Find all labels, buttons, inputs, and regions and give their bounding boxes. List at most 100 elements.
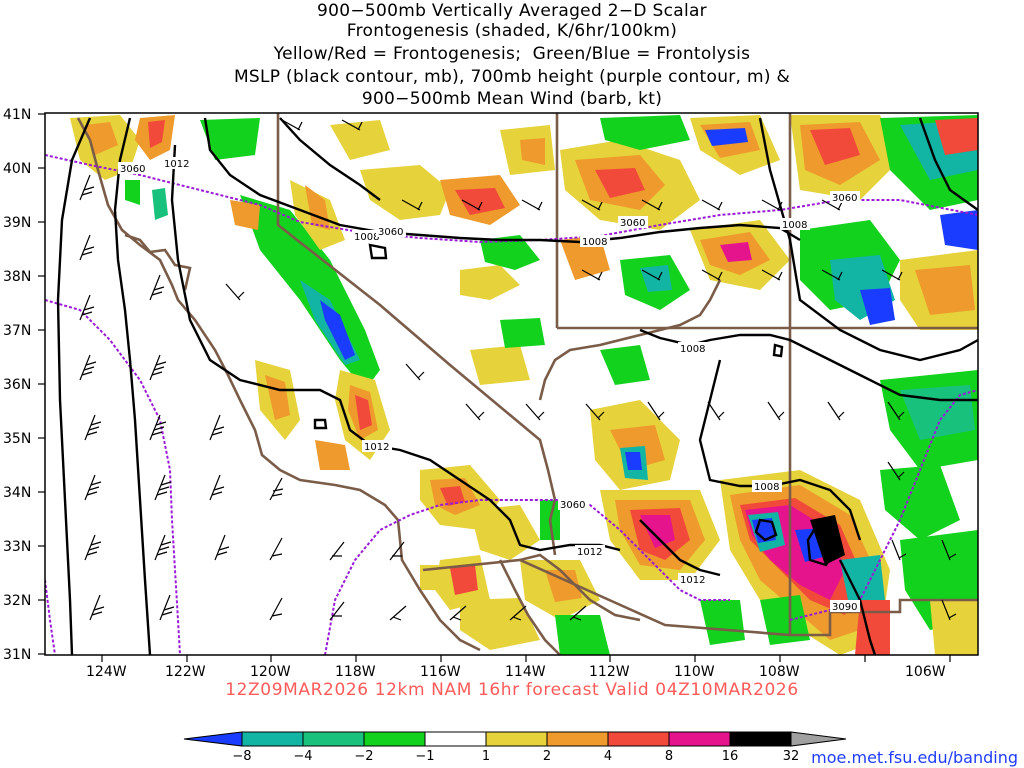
shade-patch [555, 615, 610, 655]
shade-patch [200, 118, 260, 160]
wind-barb [827, 401, 845, 421]
mslp-contour [313, 418, 328, 430]
wind-barb [585, 403, 605, 421]
wind-barb [225, 283, 245, 301]
shade-patch [265, 375, 290, 420]
lon-label: 116W [420, 664, 461, 680]
lat-label: 32N [3, 593, 31, 609]
map-content [45, 113, 978, 655]
mslp-contour [838, 559, 877, 655]
shade-patch [930, 600, 978, 655]
source-url[interactable]: moe.met.fsu.edu/banding [811, 748, 1018, 767]
lon-label: 112W [589, 664, 630, 680]
wind-barb [329, 601, 345, 621]
shade-patch [85, 122, 118, 155]
wind-barb [509, 605, 527, 621]
shade-patch [545, 570, 582, 602]
wind-barb [389, 605, 407, 621]
wind-barb [581, 199, 603, 211]
lon-label: 120W [250, 664, 291, 680]
mslp-contour [279, 117, 381, 201]
wind-barb [214, 534, 230, 561]
wind-barb [449, 605, 467, 621]
lon-label: 118W [335, 664, 376, 680]
mslp-contour [754, 518, 778, 542]
colorbar-left-arrow [183, 731, 243, 747]
wind-barb [707, 401, 725, 421]
mslp-contour [203, 117, 801, 244]
colorbar-swatch [546, 731, 609, 747]
colorbar-swatch [485, 731, 548, 747]
lon-label: 124W [86, 664, 127, 680]
lat-label: 31N [3, 647, 31, 663]
mslp-contour [758, 117, 978, 362]
wind-barb [701, 269, 723, 281]
height-contour [45, 154, 978, 244]
shade-patch [705, 128, 748, 146]
height-label: 3060 [832, 193, 857, 204]
mslp-label: 1008 [782, 220, 807, 231]
colorbar-swatch [607, 731, 670, 747]
mslp-label: 1012 [577, 547, 602, 558]
mslp-contour [639, 519, 721, 577]
wind-barb [269, 597, 283, 621]
lat-label: 41N [3, 107, 31, 123]
wind-barb [941, 599, 957, 621]
shade-patch [940, 210, 978, 250]
height-label: 3060 [560, 500, 585, 511]
wind-barb [341, 119, 363, 131]
title-line-1: 900−500mb Vertically Averaged 2−D Scalar [317, 1, 707, 21]
wind-barb [821, 269, 843, 281]
wind-barb [84, 474, 102, 501]
wind-barb [891, 539, 907, 561]
shade-patch [455, 188, 505, 215]
colorbar-label: −1 [415, 749, 434, 764]
shade-patch [810, 128, 860, 165]
shade-patch [935, 118, 978, 155]
colorbar-swatch [668, 731, 731, 747]
mslp-label: 1008 [582, 237, 607, 248]
shade-patch [125, 180, 140, 205]
lat-label: 39N [3, 215, 31, 231]
wind-barb [159, 594, 175, 621]
longitude-axis: 124W 122W 120W 118W 116W 114W 112W 110W … [86, 655, 951, 680]
mslp-contour [368, 243, 388, 260]
wind-barb [401, 199, 423, 211]
title-line-5: 900−500mb Mean Wind (barb, kt) [361, 89, 663, 109]
shade-patch [860, 288, 895, 325]
colorbar-label: 32 [783, 749, 800, 764]
wind-barb [887, 461, 905, 481]
lat-label: 35N [3, 431, 31, 447]
mslp-label: 1008 [680, 344, 705, 355]
shade-patch [720, 242, 752, 262]
geographic-borders [76, 113, 978, 655]
wind-barb [84, 414, 102, 441]
colorbar-label: 8 [665, 749, 673, 764]
colorbar-label: 4 [604, 749, 612, 764]
wind-barb [89, 594, 105, 621]
wind-barb [269, 537, 283, 561]
shade-patch [320, 300, 355, 360]
wind-barb [569, 605, 587, 621]
shade-patch [700, 600, 745, 645]
coastline [124, 233, 192, 291]
shade-patch [460, 265, 520, 300]
wind-barb [761, 269, 783, 281]
wind-barb [701, 199, 723, 211]
mslp-contour [56, 117, 92, 655]
wind-barbs [79, 119, 957, 621]
wind-barb [149, 274, 165, 301]
lat-label: 40N [3, 161, 31, 177]
colorbar-label: −8 [232, 749, 251, 764]
wind-barb [209, 474, 225, 501]
title-line-4: MSLP (black contour, mb), 700mb height (… [233, 67, 791, 87]
shade-patch [520, 138, 545, 165]
colorbar-swatch [363, 731, 426, 747]
shade-patch [360, 165, 450, 220]
lat-label: 34N [3, 485, 31, 501]
lon-label: 110W [674, 664, 715, 680]
shade-patch [230, 200, 260, 230]
border-mx [422, 558, 791, 637]
wind-barb [767, 401, 785, 421]
